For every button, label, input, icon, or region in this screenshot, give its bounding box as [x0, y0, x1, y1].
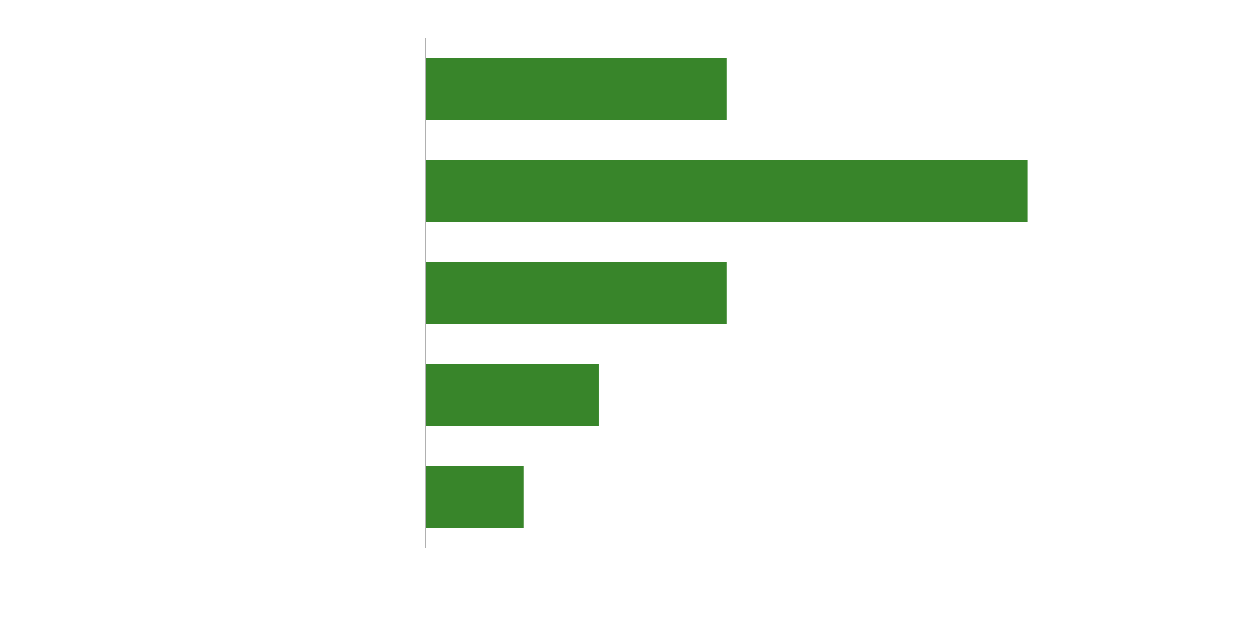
bars-group: [426, 58, 1028, 528]
bar-5: [426, 466, 524, 528]
bar-4: [426, 364, 599, 426]
bar-1: [426, 58, 727, 120]
bar-3: [426, 262, 727, 324]
bar-2: [426, 160, 1028, 222]
